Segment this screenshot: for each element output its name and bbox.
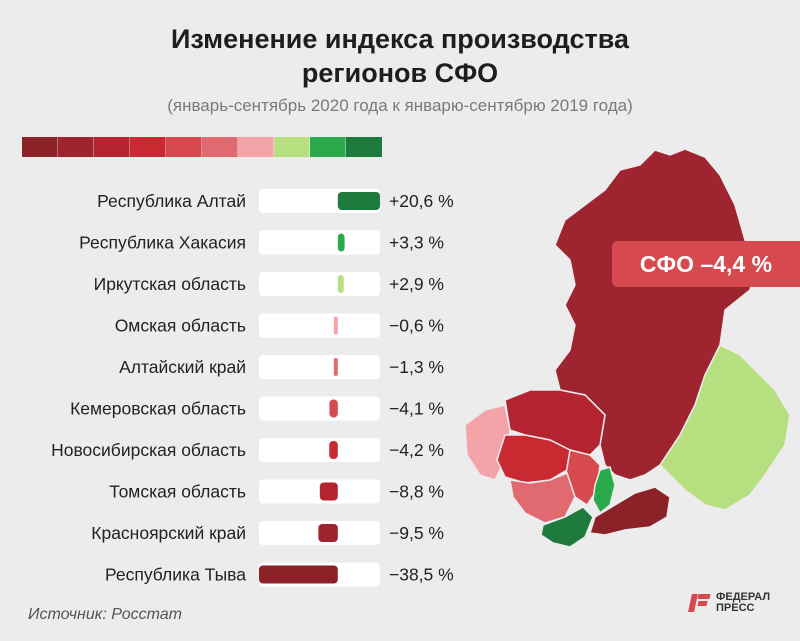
value-label: −4,2 % [389, 440, 444, 460]
map-region-altai-republic [540, 506, 594, 548]
category-label: Республика Хакасия [79, 233, 246, 253]
chart-title-line1: Изменение индекса производства [171, 24, 629, 54]
bar-track [259, 438, 380, 462]
bar [329, 399, 338, 418]
logo-flag-icon [688, 592, 712, 614]
bar [329, 441, 338, 459]
value-label: −38,5 % [389, 565, 454, 585]
bar [319, 482, 338, 501]
category-label: Республика Тыва [105, 565, 246, 585]
sfo-total-badge: СФО –4,4 % [612, 241, 800, 287]
scale-swatch-2 [58, 137, 94, 157]
map-region-novosibirsk [496, 434, 571, 484]
value-label: −8,8 % [389, 482, 444, 502]
category-label: Омская область [115, 316, 246, 336]
federal-press-logo: ФЕДЕРАЛ ПРЕСС [688, 592, 770, 614]
map-region-altai-krai [509, 472, 576, 524]
category-label: Республика Алтай [97, 191, 246, 211]
bar-track [259, 230, 380, 255]
bar [333, 358, 338, 376]
scale-swatch-8 [274, 137, 310, 157]
color-scale-legend [22, 137, 382, 157]
category-label: Томская область [109, 482, 246, 502]
bar [333, 316, 338, 335]
map-region-khakassia [592, 466, 616, 515]
bar-chart: Республика Алтай +20,6 % Республика Хакаси… [51, 189, 454, 587]
bar-track [259, 396, 380, 421]
bar [337, 233, 345, 252]
bar [318, 524, 338, 542]
category-label: Иркутская область [94, 274, 246, 294]
bar-track [259, 479, 380, 504]
category-label: Новосибирская область [51, 440, 246, 460]
bar [337, 275, 344, 293]
map-region-tomsk [504, 389, 606, 456]
chart-title-line2: регионов СФО [301, 58, 499, 88]
scale-swatch-6 [202, 137, 238, 157]
category-label: Красноярский край [91, 523, 246, 543]
bar-track [259, 313, 380, 338]
source-note: Источник: Росстат [28, 606, 182, 623]
category-label: Алтайский край [119, 357, 246, 377]
scale-swatch-7 [238, 137, 274, 157]
scale-swatch-5 [166, 137, 202, 157]
scale-swatch-3 [94, 137, 130, 157]
value-label: +2,9 % [389, 274, 444, 294]
scale-swatch-4 [130, 137, 166, 157]
category-label: Кемеровская область [70, 399, 246, 419]
map-region-tyva [589, 486, 671, 536]
bar-track [259, 272, 380, 296]
value-label: −4,1 % [389, 399, 444, 419]
scale-swatch-10 [346, 137, 382, 157]
map-region-irkutsk [659, 343, 791, 511]
bar [337, 192, 380, 210]
chart-subtitle: (январь-сентябрь 2020 года к январю-сент… [167, 96, 633, 115]
logo-line1: ФЕДЕРАЛ [716, 591, 771, 603]
value-label: −0,6 % [389, 316, 444, 336]
value-label: +20,6 % [389, 191, 454, 211]
value-label: +3,3 % [389, 233, 444, 253]
scale-swatch-1 [22, 137, 58, 157]
sfo-map [464, 148, 791, 548]
bar-track [259, 355, 380, 379]
bar [259, 565, 338, 584]
logo-line2: ПРЕСС [716, 602, 755, 614]
value-label: −9,5 % [389, 523, 444, 543]
value-label: −1,3 % [389, 357, 444, 377]
scale-swatch-9 [310, 137, 346, 157]
